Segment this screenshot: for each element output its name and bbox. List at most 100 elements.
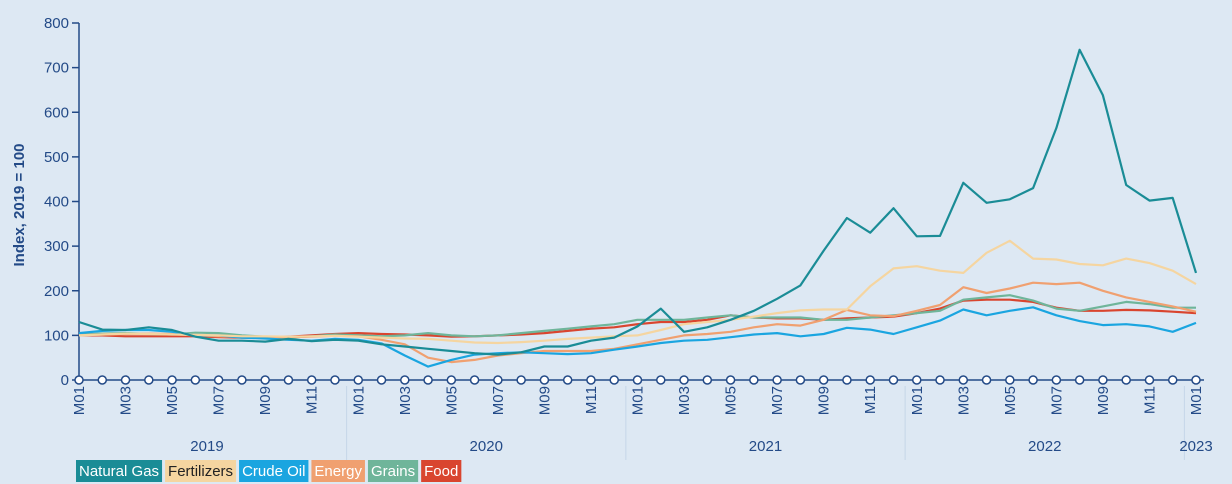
legend-swatch	[421, 460, 462, 482]
y-tick-label: 100	[44, 327, 69, 344]
x-tick	[97, 375, 108, 385]
x-tick	[493, 375, 503, 385]
x-tick-label: M03	[118, 386, 135, 415]
year-label: 2020	[470, 438, 503, 455]
year-label: 2023	[1179, 438, 1212, 455]
x-tick-label: M01	[1188, 386, 1205, 415]
x-tick	[446, 375, 457, 385]
legend-label: Food	[424, 463, 458, 480]
x-tick	[865, 375, 875, 385]
x-tick-label: M01	[71, 386, 88, 415]
legend-swatch	[76, 460, 163, 482]
x-tick	[656, 375, 666, 385]
x-tick	[237, 375, 247, 385]
x-tick	[167, 375, 177, 385]
x-tick	[772, 375, 782, 385]
legend-label: Energy	[314, 463, 362, 480]
y-axis-label: Index, 2019 = 100	[11, 143, 28, 266]
x-tick-label: M07	[211, 386, 228, 415]
x-tick	[912, 375, 922, 385]
x-tick	[144, 375, 154, 385]
y-tick-label: 200	[44, 283, 69, 300]
x-tick	[1074, 375, 1085, 385]
x-tick-label: M05	[443, 386, 460, 415]
x-tick	[749, 375, 759, 385]
y-tick-label: 700	[44, 60, 69, 77]
legend-label: Natural Gas	[79, 463, 159, 480]
y-tick-label: 0	[61, 372, 69, 389]
x-tick-label: M09	[1095, 386, 1112, 415]
legend-label: Grains	[371, 463, 415, 480]
x-tick	[586, 375, 596, 385]
x-tick	[679, 375, 689, 385]
legend-item: Food	[421, 460, 462, 482]
x-tick-label: M11	[583, 386, 600, 414]
x-tick	[120, 375, 131, 385]
x-tick	[958, 375, 969, 385]
legend-item: Energy	[311, 460, 365, 482]
x-tick-label: M09	[816, 386, 833, 415]
legend-swatch	[165, 460, 237, 482]
x-tick	[935, 375, 945, 385]
x-tick	[1005, 375, 1015, 385]
x-tick-label: M03	[955, 386, 972, 415]
x-tick	[888, 375, 899, 385]
x-tick-label: M01	[909, 386, 926, 415]
x-tick	[1191, 375, 1201, 385]
x-tick-label: M01	[350, 386, 367, 415]
legend-label: Crude Oil	[242, 463, 305, 480]
y-tick-label: 500	[44, 149, 69, 166]
x-tick-label: M11	[1141, 386, 1158, 414]
legend-swatch	[239, 460, 309, 482]
y-tick-label: 800	[44, 15, 69, 32]
x-tick-label: M07	[1048, 386, 1065, 415]
series-line	[78, 281, 1197, 364]
x-tick-label: M11	[304, 386, 321, 414]
series-line	[78, 48, 1198, 356]
x-tick	[190, 375, 201, 385]
x-tick-label: M09	[257, 386, 274, 415]
x-tick	[516, 375, 526, 385]
x-tick	[469, 375, 480, 385]
x-tick-label: M03	[397, 386, 414, 415]
x-tick	[725, 375, 736, 385]
y-tick-label: 300	[44, 238, 69, 255]
x-tick	[702, 375, 713, 385]
x-tick-label: M11	[862, 386, 879, 414]
x-tick-label: M01	[630, 386, 647, 415]
x-tick	[353, 375, 363, 385]
series-line	[78, 306, 1197, 368]
x-tick	[632, 375, 643, 385]
legend-label: Fertilizers	[168, 463, 233, 480]
x-tick	[1051, 375, 1062, 385]
legend-swatch	[367, 460, 419, 482]
x-tick-label: M05	[723, 386, 740, 415]
year-label: 2019	[190, 438, 223, 455]
x-tick-label: M09	[536, 386, 553, 415]
x-tick	[609, 375, 619, 385]
x-tick	[818, 375, 829, 385]
x-tick	[330, 375, 340, 385]
year-label: 2022	[1028, 438, 1061, 455]
x-tick	[1167, 375, 1178, 385]
series-line	[79, 298, 1197, 339]
year-label: 2021	[749, 438, 782, 455]
x-tick	[400, 375, 410, 385]
x-tick	[795, 375, 806, 385]
x-tick	[1098, 375, 1108, 385]
x-tick-label: M05	[164, 386, 181, 415]
x-tick	[1144, 375, 1155, 385]
x-tick	[74, 375, 84, 385]
series-line	[78, 239, 1197, 345]
x-tick	[376, 375, 387, 385]
x-tick	[842, 375, 852, 385]
legend-swatch	[311, 460, 365, 482]
y-tick-label: 400	[44, 194, 69, 211]
x-tick	[539, 375, 550, 385]
x-tick-label: M07	[769, 386, 786, 415]
x-tick-label: M07	[490, 386, 507, 415]
x-tick	[1121, 375, 1131, 385]
x-tick	[306, 375, 317, 385]
